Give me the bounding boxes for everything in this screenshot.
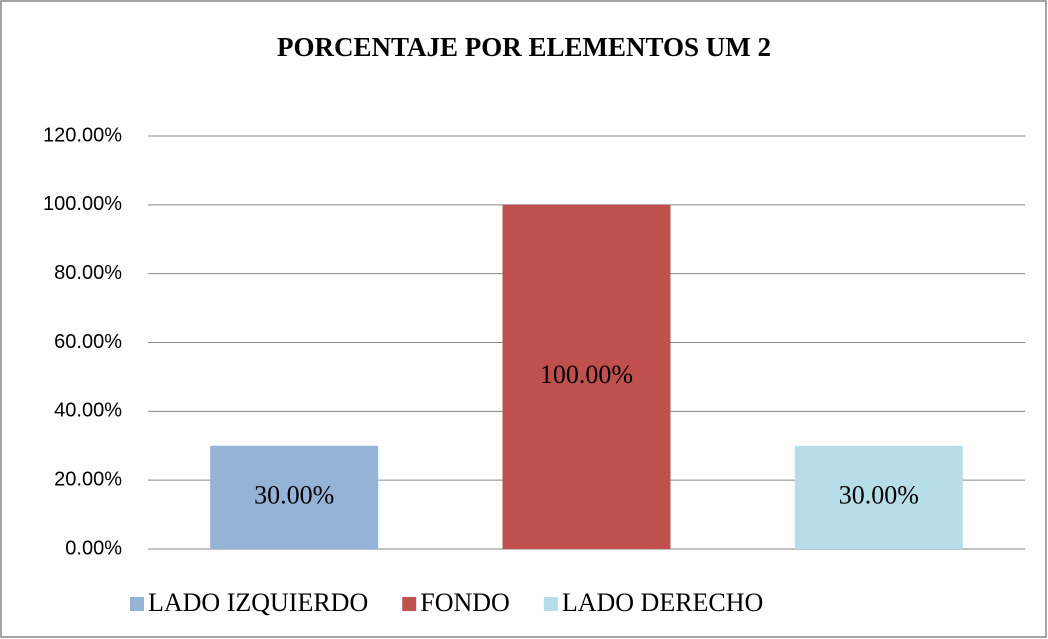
legend-swatch [543, 597, 558, 611]
y-tick-label: 0.00% [65, 537, 122, 559]
legend-label: LADO IZQUIERDO [148, 588, 368, 617]
bar [502, 204, 671, 550]
bar [794, 445, 963, 549]
value-label: 100.00% [540, 360, 633, 389]
legend-label: LADO DERECHO [562, 588, 764, 617]
y-tick-label: 80.00% [54, 262, 122, 284]
legend-label: FONDO [420, 588, 510, 617]
legend-swatch [402, 597, 417, 611]
bar [210, 445, 379, 549]
legend-swatch [130, 597, 144, 611]
y-tick-label: 60.00% [54, 331, 122, 353]
y-tick-label: 40.00% [54, 400, 122, 422]
y-tick-label: 100.00% [43, 193, 122, 215]
value-label: 30.00% [254, 480, 334, 509]
y-tick-label: 120.00% [43, 124, 122, 146]
value-label: 30.00% [839, 480, 919, 509]
y-tick-label: 20.00% [54, 468, 122, 490]
chart-title: PORCENTAJE POR ELEMENTOS UM 2 [277, 32, 771, 62]
